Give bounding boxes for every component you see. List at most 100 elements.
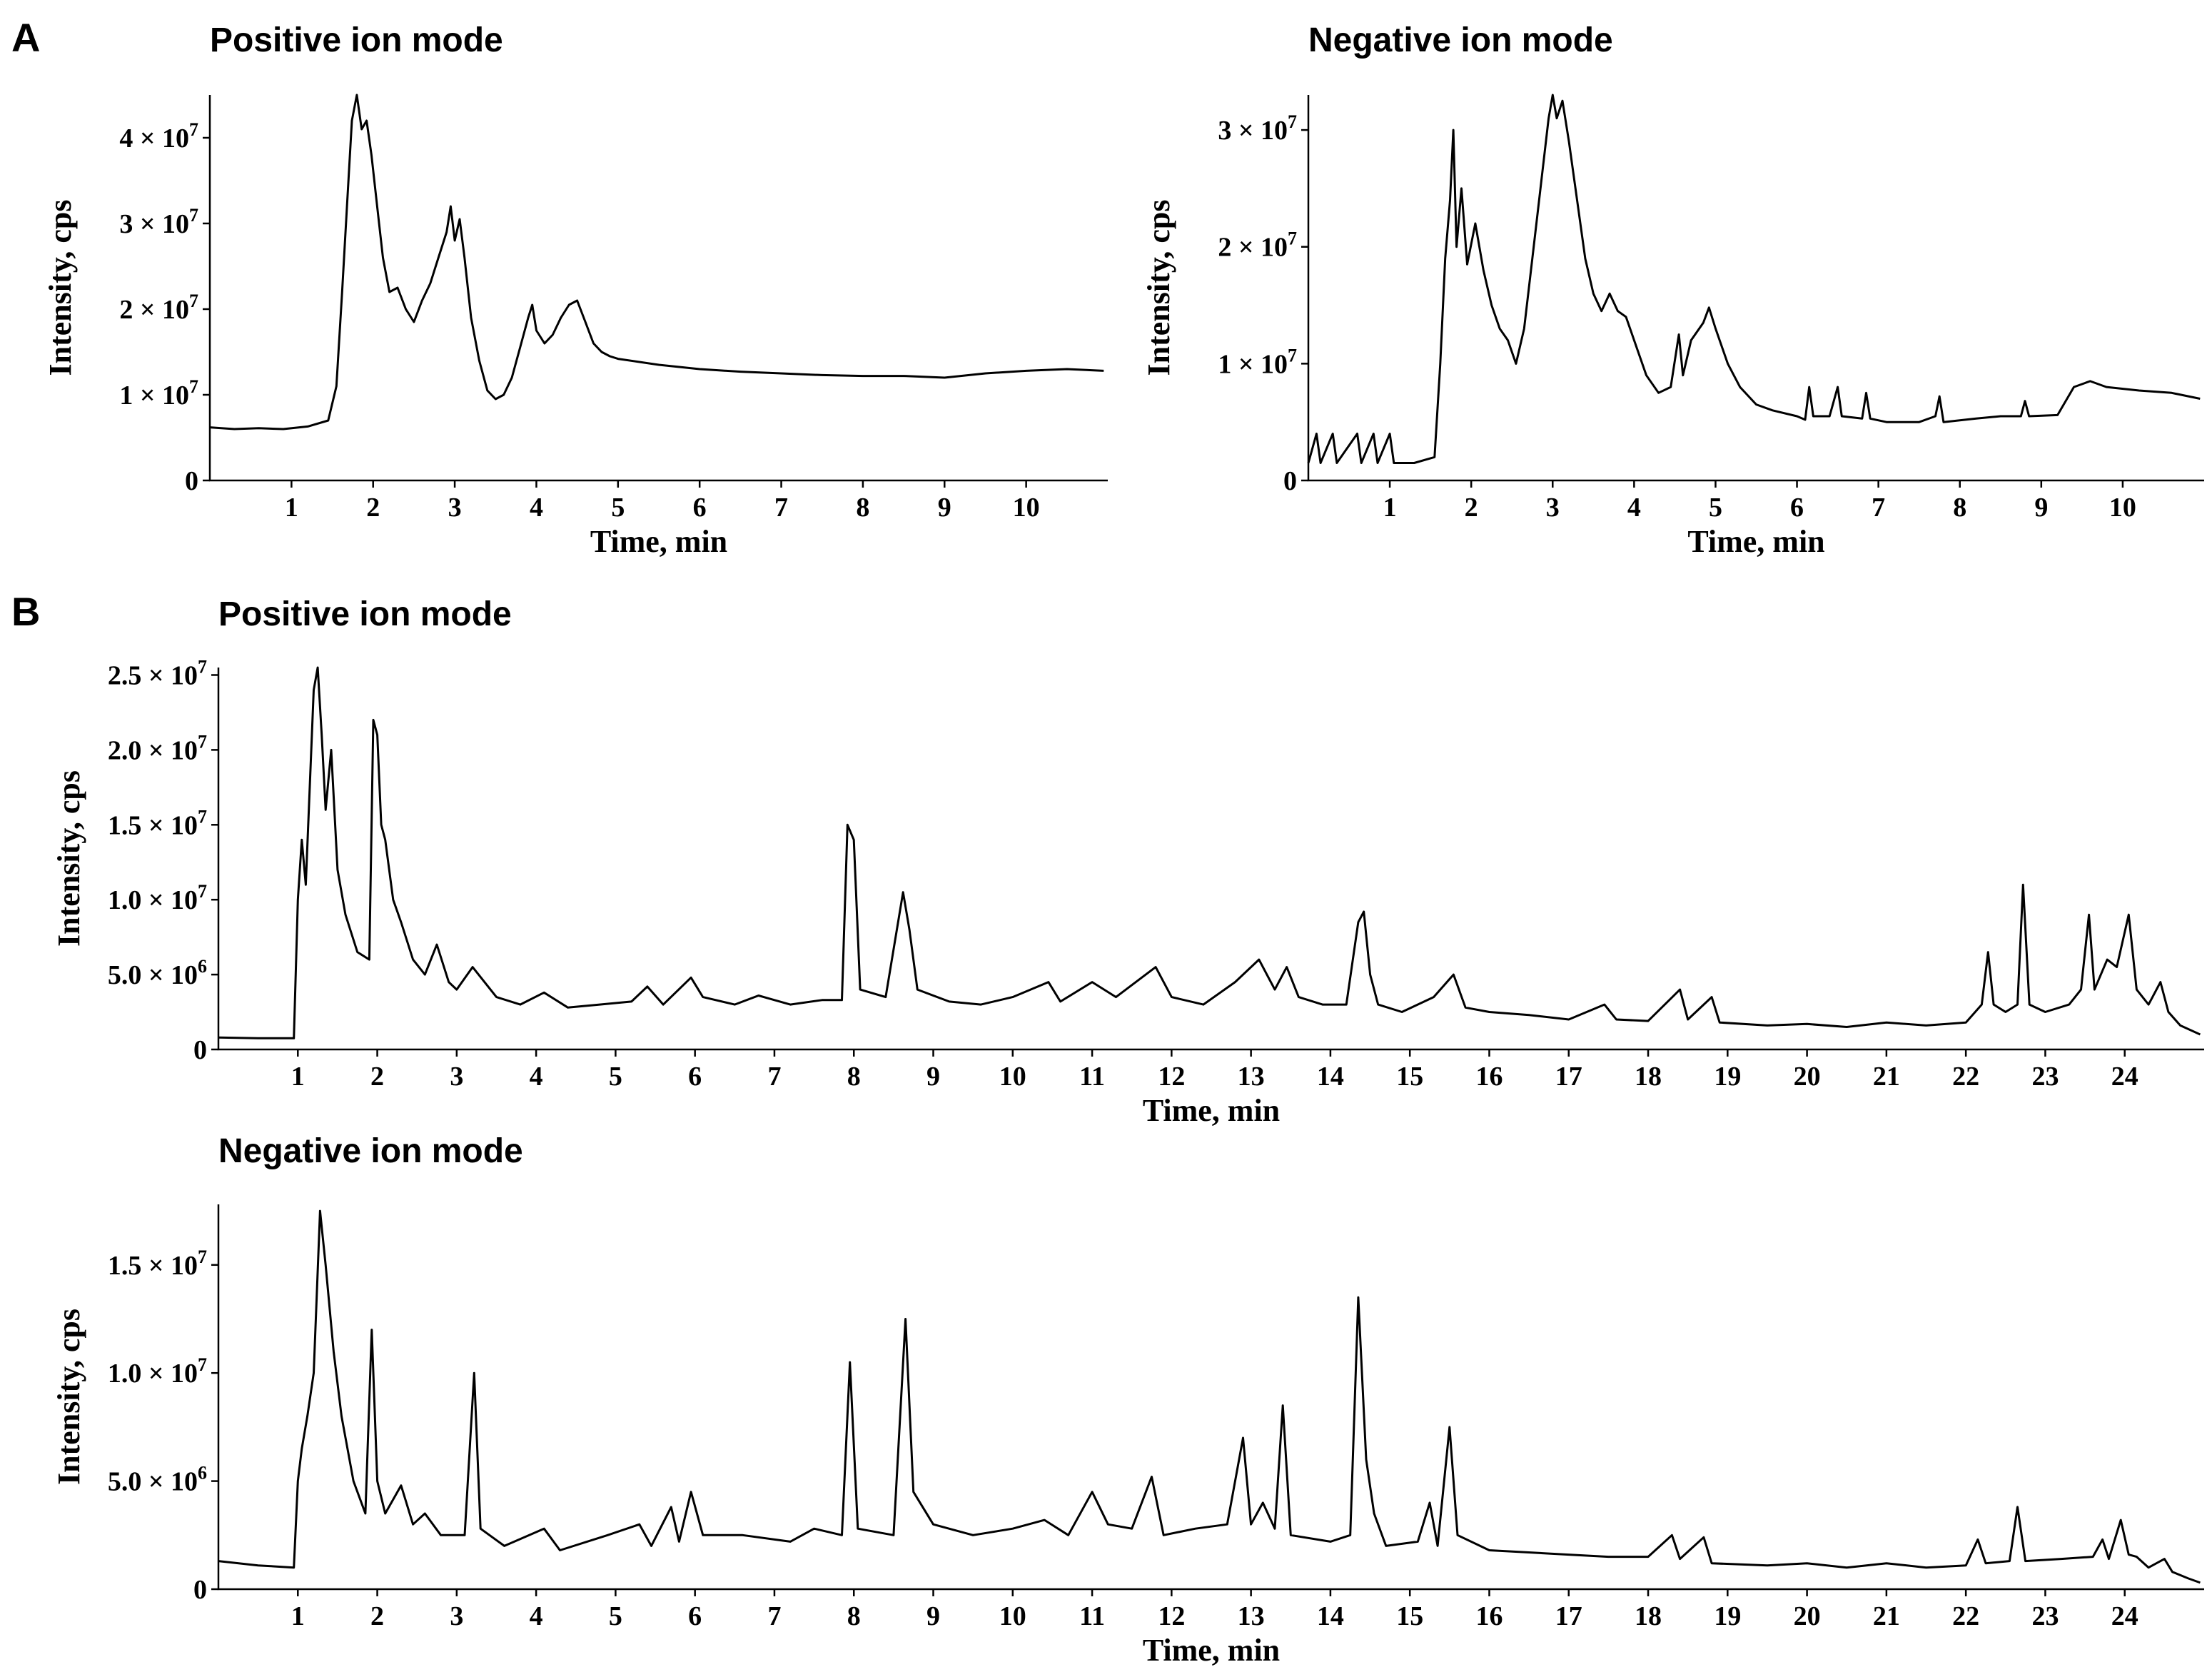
x-tick-label: 5 — [609, 1601, 622, 1631]
y-tick-label: 1.5 × 107 — [108, 1247, 207, 1281]
y-tick-label: 2.0 × 107 — [108, 731, 207, 765]
x-tick-label: 24 — [2111, 1062, 2138, 1092]
y-tick-mantissa: 3 × 10 — [119, 209, 189, 239]
y-tick-mantissa: 5.0 × 10 — [108, 960, 198, 990]
x-tick-label: 6 — [693, 493, 707, 523]
x-tick-label: 11 — [1079, 1062, 1105, 1092]
x-tick-label: 3 — [1546, 493, 1560, 523]
y-tick-exponent: 6 — [198, 1463, 207, 1484]
x-axis-label: Time, min — [590, 524, 727, 559]
series-trace — [1307, 94, 2201, 464]
x-tick-label: 4 — [1627, 493, 1641, 523]
y-tick-label: 4 × 107 — [119, 119, 198, 153]
x-tick-label: 4 — [530, 493, 543, 523]
x-tick-label: 21 — [1873, 1062, 1900, 1092]
x-tick-label: 1 — [285, 493, 298, 523]
y-tick-mantissa: 3 × 10 — [1218, 116, 1288, 146]
x-tick-label: 18 — [1635, 1601, 1662, 1631]
panel-letter-a: A — [11, 15, 40, 60]
y-tick-label: 2 × 107 — [1218, 228, 1297, 263]
y-tick-mantissa: 1.5 × 10 — [108, 810, 198, 840]
x-tick-label: 24 — [2111, 1601, 2138, 1631]
x-tick-label: 10 — [999, 1062, 1026, 1092]
y-tick-label: 0 — [193, 1575, 207, 1605]
y-tick-label: 1.5 × 107 — [108, 806, 207, 840]
x-tick-label: 16 — [1475, 1062, 1503, 1092]
x-tick-label: 12 — [1158, 1601, 1185, 1631]
x-tick-label: 14 — [1317, 1601, 1344, 1631]
y-tick-exponent: 7 — [189, 119, 198, 140]
y-tick-mantissa: 5.0 × 10 — [108, 1467, 198, 1497]
x-tick-label: 1 — [291, 1601, 305, 1631]
axis-lines — [208, 95, 1108, 482]
x-tick-label: 20 — [1794, 1062, 1821, 1092]
y-tick-mantissa: 0 — [193, 1575, 207, 1605]
x-tick-label: 15 — [1396, 1062, 1423, 1092]
y-tick-exponent: 7 — [189, 291, 198, 311]
x-tick-label: 10 — [2109, 493, 2136, 523]
y-tick-label: 1.0 × 107 — [108, 1354, 207, 1389]
y-tick-label: 2.5 × 107 — [108, 656, 207, 690]
x-tick-label: 9 — [938, 493, 951, 523]
chart-title: Positive ion mode — [210, 21, 503, 59]
x-tick-label: 13 — [1238, 1601, 1265, 1631]
x-tick-label: 14 — [1317, 1062, 1344, 1092]
x-tick-label: 7 — [767, 1062, 781, 1092]
x-tick-label: 8 — [1953, 493, 1966, 523]
x-tick-label: 22 — [1952, 1601, 1979, 1631]
y-tick-mantissa: 0 — [193, 1035, 207, 1065]
y-tick-label: 5.0 × 106 — [108, 956, 207, 990]
x-tick-label: 22 — [1952, 1062, 1979, 1092]
y-axis-label: Intensity, cps — [51, 770, 86, 947]
y-tick-mantissa: 1.5 × 10 — [108, 1251, 198, 1281]
x-tick-label: 8 — [847, 1062, 861, 1092]
axis-lines — [217, 668, 2204, 1051]
y-axis-label: Intensity, cps — [51, 1309, 86, 1485]
x-tick-label: 10 — [999, 1601, 1026, 1631]
y-axis-label: Intensity, cps — [1141, 200, 1176, 376]
x-tick-label: 20 — [1794, 1601, 1821, 1631]
x-axis-label: Time, min — [1143, 1093, 1280, 1128]
series-trace — [218, 1209, 2201, 1584]
x-tick-label: 6 — [688, 1601, 702, 1631]
y-tick-exponent: 7 — [198, 731, 207, 752]
x-tick-label: 3 — [450, 1062, 463, 1092]
x-tick-label: 19 — [1714, 1601, 1741, 1631]
series-trace — [218, 666, 2201, 1039]
y-tick-label: 2 × 107 — [119, 291, 198, 325]
x-tick-label: 19 — [1714, 1062, 1741, 1092]
x-tick-label: 17 — [1555, 1601, 1582, 1631]
x-tick-label: 5 — [609, 1062, 622, 1092]
y-tick-mantissa: 1.0 × 10 — [108, 1359, 198, 1389]
y-tick-mantissa: 2 × 10 — [119, 295, 189, 325]
x-tick-label: 2 — [1465, 493, 1478, 523]
y-tick-label: 0 — [193, 1035, 207, 1065]
y-tick-exponent: 6 — [198, 956, 207, 977]
x-tick-label: 4 — [530, 1601, 543, 1631]
series-trace — [209, 94, 1104, 430]
x-tick-label: 7 — [1872, 493, 1885, 523]
x-tick-label: 5 — [611, 493, 625, 523]
x-tick-label: 17 — [1555, 1062, 1582, 1092]
y-tick-exponent: 7 — [198, 656, 207, 677]
y-tick-mantissa: 2 × 10 — [1218, 233, 1288, 263]
y-tick-mantissa: 1.0 × 10 — [108, 885, 198, 915]
y-tick-mantissa: 0 — [1283, 466, 1297, 496]
y-tick-exponent: 7 — [198, 1247, 207, 1267]
y-tick-label: 5.0 × 106 — [108, 1463, 207, 1497]
x-axis-label: Time, min — [1687, 524, 1824, 559]
x-tick-label: 6 — [1790, 493, 1804, 523]
y-tick-mantissa: 2.5 × 10 — [108, 660, 198, 690]
y-tick-label: 3 × 107 — [1218, 111, 1297, 146]
y-tick-mantissa: 1 × 10 — [1218, 349, 1288, 379]
x-tick-label: 8 — [847, 1601, 861, 1631]
y-tick-exponent: 7 — [198, 1354, 207, 1375]
axis-lines — [1307, 95, 2204, 482]
y-tick-exponent: 7 — [189, 205, 198, 226]
x-tick-label: 5 — [1709, 493, 1722, 523]
x-tick-label: 11 — [1079, 1601, 1105, 1631]
y-tick-exponent: 7 — [189, 376, 198, 397]
